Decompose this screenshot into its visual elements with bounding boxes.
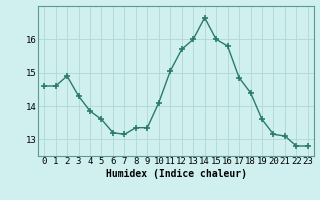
X-axis label: Humidex (Indice chaleur): Humidex (Indice chaleur)	[106, 169, 246, 179]
